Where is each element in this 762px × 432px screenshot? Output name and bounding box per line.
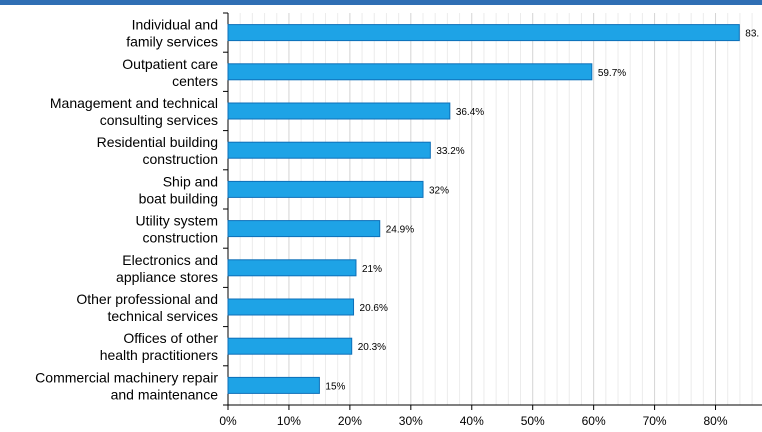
category-label-line: Commercial machinery repair xyxy=(35,369,218,385)
data-label: 59.7% xyxy=(598,68,626,79)
category-label-line: Outpatient care xyxy=(122,56,218,72)
x-tick-label: 40% xyxy=(460,414,484,428)
category-label-line: Individual and xyxy=(132,17,218,33)
category-label-line: Utility system xyxy=(136,213,218,229)
category-label-line: Electronics and xyxy=(122,252,218,268)
category-label-line: health practitioners xyxy=(100,347,218,363)
bar xyxy=(227,298,355,316)
top-bar xyxy=(0,0,762,5)
category-label-line: centers xyxy=(172,73,218,89)
data-label: 21% xyxy=(362,264,382,275)
x-tick-label: 0% xyxy=(219,414,237,428)
bar xyxy=(227,220,381,238)
x-tick-label: 20% xyxy=(338,414,362,428)
data-label: 83. xyxy=(745,29,759,40)
bar xyxy=(227,63,593,81)
data-label: 24.9% xyxy=(386,225,414,236)
category-label-line: appliance stores xyxy=(116,269,218,285)
category-label-line: consulting services xyxy=(100,112,218,128)
x-tick-label: 60% xyxy=(582,414,606,428)
bar xyxy=(227,102,451,120)
category-label: Individual and family services xyxy=(126,17,218,50)
data-label: 20.3% xyxy=(358,342,386,353)
category-label: Outpatient care centers xyxy=(122,56,218,89)
data-label: 36.4% xyxy=(456,107,484,118)
category-label-line: Other professional and xyxy=(76,291,218,307)
category-label: Ship and boat building xyxy=(139,173,218,206)
bar xyxy=(227,180,424,198)
x-tick-label: 10% xyxy=(277,414,301,428)
category-label-line: Management and technical xyxy=(50,95,218,111)
x-tick-label: 70% xyxy=(643,414,667,428)
category-label-line: Ship and xyxy=(163,173,218,189)
data-label: 32% xyxy=(429,185,449,196)
category-label: Electronics and appliance stores xyxy=(116,252,218,285)
category-label: Management and technical consulting servi… xyxy=(50,95,218,128)
category-label: Other professional and technical services xyxy=(76,291,218,324)
bar xyxy=(227,141,431,159)
category-label-line: Residential building xyxy=(97,134,218,150)
category-label-line: family services xyxy=(126,34,218,50)
category-label: Commercial machinery repair and maintenan… xyxy=(35,369,218,402)
category-label-line: and maintenance xyxy=(111,386,219,402)
data-label: 20.6% xyxy=(360,303,388,314)
data-label: 15% xyxy=(325,381,345,392)
x-tick-label: 50% xyxy=(521,414,545,428)
category-label-line: construction xyxy=(143,230,218,246)
bar xyxy=(227,376,320,394)
category-label-line: boat building xyxy=(139,190,218,206)
bar xyxy=(227,259,357,277)
data-label: 33.2% xyxy=(436,146,464,157)
category-label: Utility system construction xyxy=(136,213,218,246)
category-label: Offices of other health practitioners xyxy=(100,330,219,363)
x-tick-label: 80% xyxy=(704,414,728,428)
category-label-line: technical services xyxy=(108,308,219,324)
category-label-line: construction xyxy=(143,151,218,167)
category-label: Residential building construction xyxy=(97,134,218,167)
bar xyxy=(227,24,740,42)
x-tick-label: 30% xyxy=(399,414,423,428)
bar xyxy=(227,337,353,355)
category-label-line: Offices of other xyxy=(123,330,218,346)
